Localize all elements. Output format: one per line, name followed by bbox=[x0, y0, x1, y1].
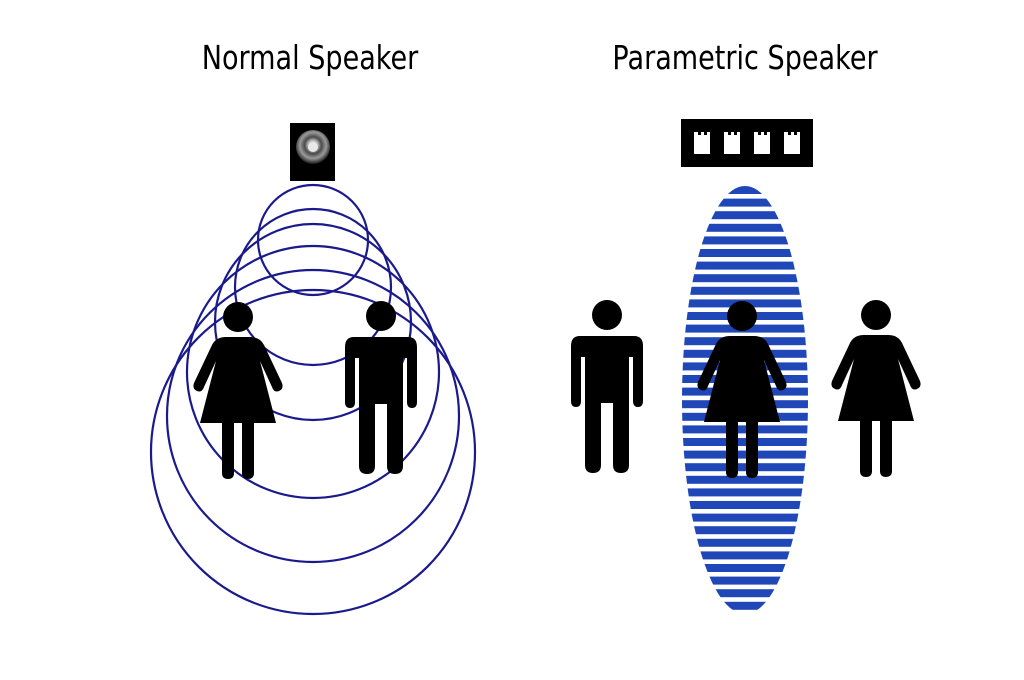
wave-ring bbox=[233, 207, 393, 367]
wave-ring bbox=[256, 183, 370, 297]
wave-ring bbox=[149, 288, 477, 616]
beam-stripe bbox=[682, 249, 808, 257]
beam-stripe bbox=[682, 286, 808, 295]
sound-wave-rings bbox=[149, 183, 477, 616]
beam-stripe bbox=[682, 538, 808, 547]
beam-stripe bbox=[682, 223, 808, 232]
wave-ring bbox=[165, 268, 461, 564]
man-icon bbox=[571, 300, 643, 473]
beam-stripe bbox=[682, 450, 808, 459]
ultrasonic-array-icon bbox=[681, 119, 813, 167]
normal-speaker-title: Normal Speaker bbox=[201, 38, 419, 77]
beam-stripe bbox=[682, 438, 808, 446]
beam-stripe bbox=[682, 589, 808, 598]
beam-stripe bbox=[682, 551, 808, 560]
woman-icon bbox=[831, 300, 921, 477]
beam-stripe bbox=[682, 274, 808, 283]
beam-stripe bbox=[682, 488, 808, 497]
beam-stripe bbox=[682, 211, 808, 220]
normal-speaker-icon bbox=[290, 123, 335, 181]
man-icon bbox=[345, 301, 417, 474]
directional-sound-beam bbox=[680, 186, 810, 622]
beam-stripe bbox=[682, 236, 808, 245]
beam-stripe bbox=[682, 186, 808, 194]
beam-stripe bbox=[682, 576, 808, 585]
beam-stripe bbox=[682, 425, 808, 434]
beam-stripe bbox=[682, 526, 808, 535]
beam-stripe bbox=[680, 614, 810, 622]
beam-stripe bbox=[682, 501, 808, 509]
beam-stripe bbox=[682, 564, 808, 572]
beam-stripe bbox=[682, 261, 808, 270]
wave-ring bbox=[185, 244, 441, 500]
beam-stripe bbox=[682, 198, 808, 207]
beam-stripe bbox=[682, 513, 808, 522]
beam-stripe bbox=[682, 463, 808, 472]
parametric-speaker-title: Parametric Speaker bbox=[612, 38, 878, 77]
beam-stripe bbox=[682, 475, 808, 484]
beam-stripe bbox=[682, 601, 808, 610]
